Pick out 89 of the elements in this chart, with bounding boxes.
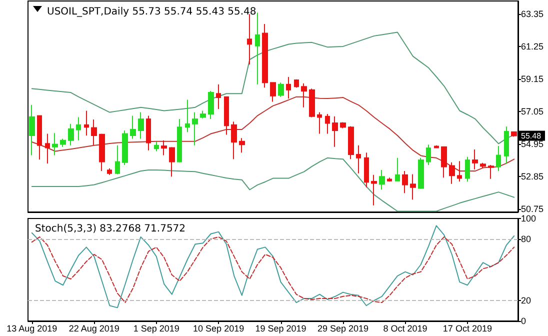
candlestick	[294, 78, 299, 88]
candlestick	[107, 168, 112, 176]
text: USOIL_SPT,Daily 55.73 55.74 55.43 55.48	[47, 6, 256, 18]
candlestick	[29, 104, 35, 156]
candlestick	[402, 170, 408, 194]
candlestick	[434, 144, 439, 149]
y-tick-label: 80	[521, 234, 532, 244]
candlestick	[317, 112, 322, 134]
candlestick	[270, 82, 276, 102]
candlestick	[364, 152, 369, 188]
y-tick-label: 50.75	[521, 204, 544, 214]
annotation: 55.48	[521, 131, 542, 140]
candlestick	[154, 141, 159, 152]
candlestick	[426, 144, 431, 166]
candlestick	[37, 114, 42, 160]
candlestick	[511, 131, 517, 138]
candlestick	[480, 162, 486, 169]
text: Stoch(5,3,3) 83.2768 71.7572	[35, 224, 186, 234]
candlestick	[68, 123, 74, 146]
y-tick-label: 59.15	[521, 74, 544, 84]
candlestick	[216, 84, 221, 110]
candlestick	[200, 110, 206, 119]
candlestick	[410, 174, 416, 200]
line-series	[31, 157, 515, 212]
candlestick	[247, 14, 252, 66]
candlestick	[122, 130, 128, 166]
candlestick	[488, 164, 494, 180]
candlestick	[130, 115, 136, 140]
candlestick	[91, 119, 97, 146]
line-series	[31, 236, 515, 304]
x-tick-label: 22 Aug 2019	[68, 324, 120, 334]
candlestick	[356, 144, 361, 174]
line-series	[31, 225, 515, 308]
x-tick-label: 29 Sep 2019	[317, 324, 369, 334]
candlestick	[472, 149, 478, 170]
candlestick	[496, 145, 501, 172]
candlestick	[192, 112, 198, 146]
candlestick	[504, 126, 509, 164]
x-tick-label: 17 Oct 2019	[442, 324, 492, 334]
x-tick-label: 8 Oct 2019	[383, 324, 428, 334]
candlestick	[325, 113, 330, 134]
y-tick-label: 20	[521, 296, 532, 306]
candlestick	[441, 146, 447, 178]
candlestick	[84, 110, 89, 136]
candlestick	[161, 140, 167, 156]
line-series	[31, 96, 515, 172]
candlestick	[278, 82, 284, 98]
candlestick	[255, 12, 260, 85]
candlestick	[45, 133, 50, 164]
candlestick	[449, 162, 455, 184]
candlestick	[115, 144, 120, 175]
y-tick-label: 61.25	[521, 42, 544, 52]
y-tick-label: 54.95	[521, 138, 544, 149]
candlestick	[60, 138, 66, 148]
y-tick-label: 100	[521, 214, 536, 224]
candlestick	[371, 174, 377, 206]
candlestick	[146, 115, 151, 151]
candlestick	[169, 146, 175, 178]
candlestick	[395, 157, 400, 182]
candlestick	[286, 76, 291, 100]
candlestick	[262, 24, 268, 88]
y-tick-label: 0	[521, 316, 526, 326]
candlestick	[138, 112, 144, 140]
candlestick	[52, 132, 58, 156]
candlestick	[348, 126, 354, 160]
candlestick	[185, 99, 190, 133]
candlestick	[239, 138, 245, 154]
candlestick	[387, 177, 392, 182]
candlestick	[224, 96, 229, 136]
candlestick	[457, 160, 462, 182]
candlestick	[379, 169, 385, 190]
candlestick	[465, 156, 470, 182]
x-tick-label: 1 Sep 2019	[133, 324, 180, 334]
y-tick-label: 57.05	[521, 106, 544, 117]
candlestick	[301, 82, 307, 108]
candlestick	[340, 122, 346, 129]
y-tick-label: 63.35	[521, 9, 544, 20]
candlestick	[76, 116, 81, 141]
x-tick-label: 19 Sep 2019	[255, 324, 306, 334]
x-tick-label: 10 Sep 2019	[193, 324, 244, 334]
x-tick-label: 13 Aug 2019	[6, 324, 58, 334]
y-tick-label: 52.85	[521, 171, 544, 182]
candlestick	[99, 133, 105, 172]
candlestick	[332, 116, 338, 148]
candlestick	[418, 157, 424, 190]
candlestick	[309, 88, 315, 118]
candlestick	[177, 118, 182, 163]
candlestick	[231, 121, 237, 160]
candlestick	[208, 90, 214, 120]
